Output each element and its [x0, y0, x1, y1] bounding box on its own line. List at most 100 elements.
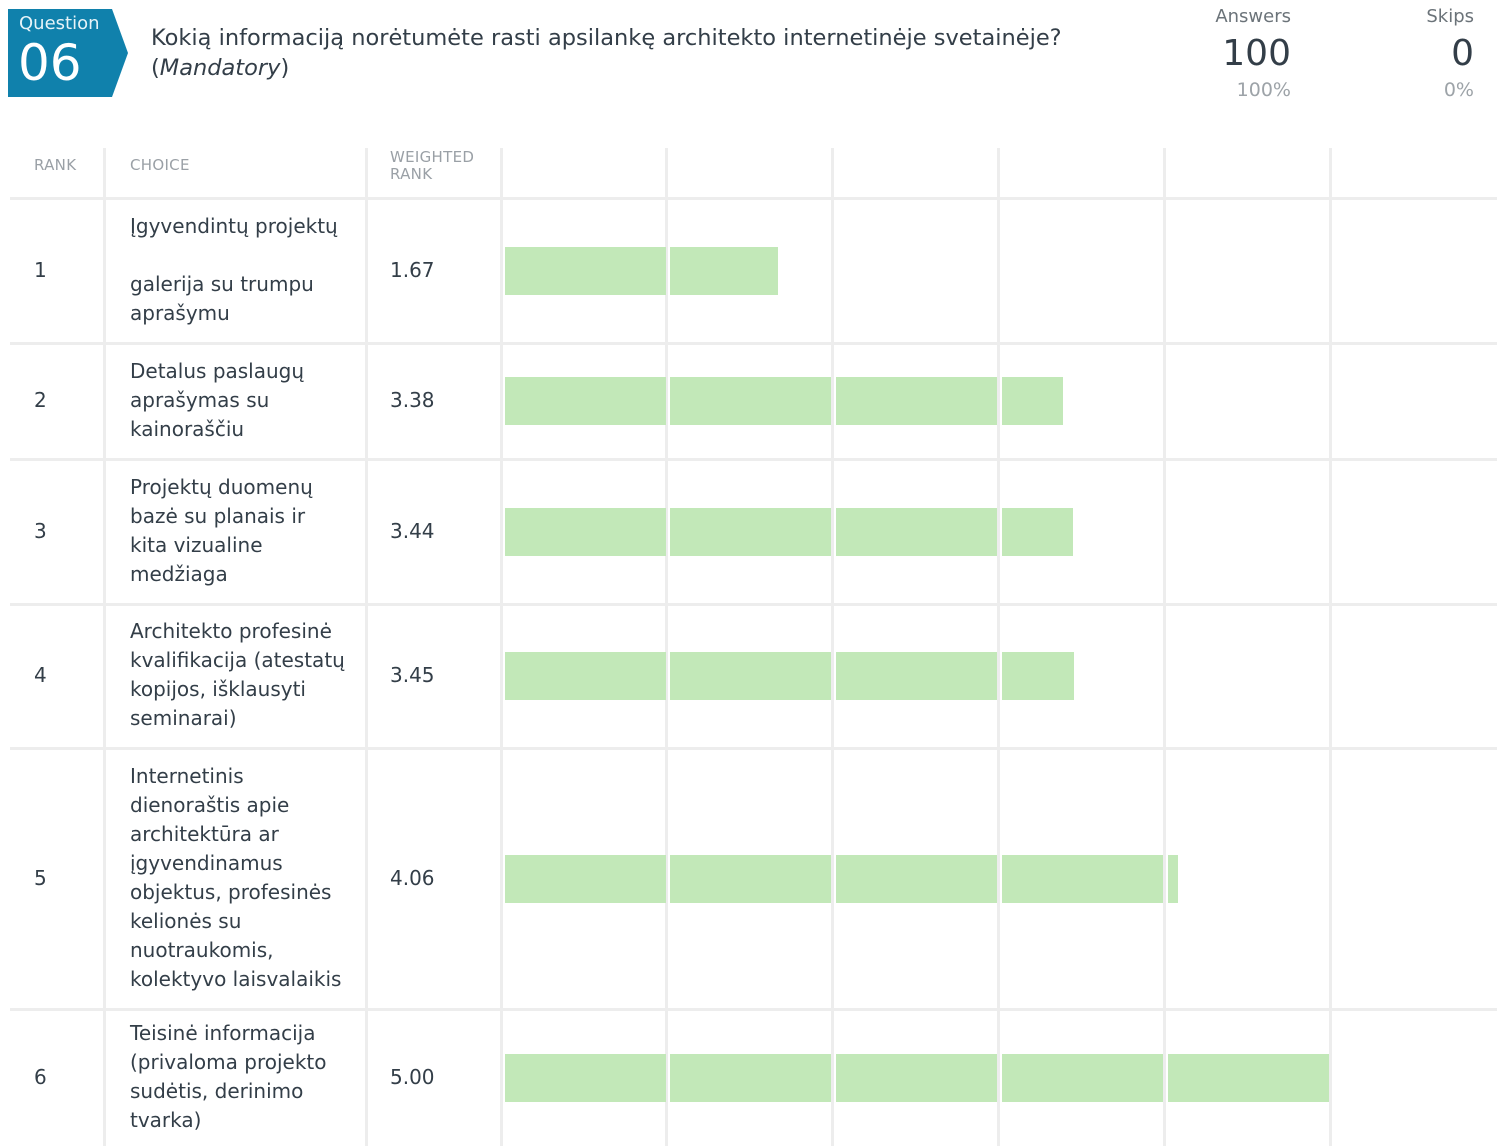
bar-segment: [1002, 652, 1074, 700]
bar-segment: [670, 854, 831, 903]
choice-cell: Architekto profesinė kvalifikacija (atest…: [130, 617, 350, 733]
choice-line: bazė su planais ir: [130, 503, 306, 528]
choice-line: kopijos, išklausyti: [130, 677, 306, 701]
row-divider: [10, 747, 1497, 750]
bar-segment: [505, 854, 666, 903]
rank-cell: 6: [34, 1064, 47, 1089]
choice-line: Projektų duomenų: [130, 474, 313, 499]
grid-vline: [1163, 148, 1166, 1146]
choice-line: objektus, profesinės: [130, 879, 332, 904]
choice-line: įgyvendinamus: [130, 850, 283, 875]
weighted-rank-value: 1.67: [390, 257, 435, 282]
bar-segment: [670, 652, 831, 700]
bar-segment: [1002, 377, 1063, 425]
row-divider: [10, 458, 1497, 461]
choice-line: Teisinė informacija: [130, 1020, 316, 1045]
choice-cell: Projektų duomenų bazė su planais ir kita v…: [130, 473, 350, 589]
weighted-rank-value: 3.45: [390, 663, 435, 687]
row-divider: [10, 197, 1497, 200]
weighted-rank-value: 3.38: [390, 388, 435, 412]
choice-cell: Detalus paslaugų aprašymas su kainoraščiu: [130, 357, 350, 444]
bar-segment: [1002, 1053, 1163, 1102]
question-title: Kokią informaciją norėtumėte rasti apsil…: [151, 25, 1062, 81]
bar-segment: [670, 507, 831, 556]
row-divider: [10, 342, 1497, 345]
rank-cell: 4: [34, 663, 47, 687]
choice-line: kolektyvo laisvalaikis: [130, 966, 342, 991]
answers-value: 100: [1222, 33, 1291, 74]
bar-segment: [836, 377, 997, 425]
bar-segment: [836, 507, 997, 556]
header-weighted-rank: WEIGHTED RANK: [390, 149, 474, 183]
choice-line: Įgyvendintų projektų: [130, 213, 338, 238]
choice-line: dienoraštis apie: [130, 792, 290, 817]
grid-vline: [103, 148, 106, 1146]
choice-cell: Teisinė informacija (privaloma projekto su…: [130, 1019, 350, 1135]
grid-vline: [1329, 148, 1332, 1146]
skips-value: 0: [1451, 33, 1474, 74]
bar-segment: [505, 246, 666, 295]
choice-line: nuotraukomis,: [130, 937, 274, 962]
bar-segment: [1002, 854, 1163, 903]
bar-segment: [670, 377, 831, 425]
grid-vline: [831, 148, 834, 1146]
question-badge-label: Question: [19, 13, 100, 34]
bar-segment: [836, 854, 997, 903]
choice-line: medžiaga: [130, 561, 228, 586]
bar-segment: [505, 377, 666, 425]
choice-line: kainoraščiu: [130, 416, 245, 441]
answers-stat: Answers 100 100%: [1215, 6, 1291, 102]
row-divider: [10, 603, 1497, 606]
grid-vline: [500, 148, 503, 1146]
header-choice: CHOICE: [130, 156, 190, 174]
row-divider: [10, 1008, 1497, 1011]
choice-line: kelionės su: [130, 908, 242, 933]
bar-segment: [505, 507, 666, 556]
choice-line: sudėtis, derinimo: [130, 1078, 304, 1103]
header-rank: RANK: [34, 156, 77, 174]
question-badge: Question 06: [8, 9, 128, 97]
bar-segment: [836, 652, 997, 700]
grid-vline: [665, 148, 668, 1146]
choice-line: Detalus paslaugų: [130, 358, 305, 383]
choice-line: [130, 241, 350, 270]
rank-cell: 1: [34, 257, 47, 282]
choice-line: aprašymu: [130, 300, 230, 325]
choice-cell: Įgyvendintų projektų galerija su trumpu ap…: [130, 212, 350, 328]
skips-stat: Skips 0 0%: [1426, 6, 1474, 102]
bar-segment: [670, 1053, 831, 1102]
bar-segment: [670, 246, 778, 295]
header-weighted-rank-line1: WEIGHTED: [390, 148, 475, 166]
bar-segment: [1002, 507, 1073, 556]
grid-vline: [365, 148, 368, 1146]
answers-percent: 100%: [1236, 79, 1291, 101]
choice-line: kvalifikacija (atestatų: [130, 648, 345, 672]
question-text: Kokią informaciją norėtumėte rasti apsil…: [151, 25, 1062, 51]
bar-segment: [1168, 854, 1178, 903]
choice-line: Internetinis: [130, 763, 244, 788]
choice-line: (privaloma projekto: [130, 1049, 327, 1074]
choice-line: tvarka): [130, 1107, 202, 1132]
choice-line: architektūra ar: [130, 821, 279, 846]
weighted-rank-value: 3.44: [390, 518, 435, 543]
choice-line: Architekto profesinė: [130, 619, 332, 643]
mandatory-label: Mandatory: [159, 55, 281, 81]
answers-label: Answers: [1215, 6, 1291, 27]
skips-percent: 0%: [1443, 79, 1474, 101]
choice-line: aprašymas su: [130, 387, 270, 412]
weighted-rank-value: 4.06: [390, 865, 435, 890]
grid-vline: [997, 148, 1000, 1146]
question-number: 06: [18, 34, 82, 92]
bar-segment: [1168, 1053, 1329, 1102]
rank-cell: 3: [34, 518, 47, 543]
bar-segment: [505, 652, 666, 700]
bar-segment: [836, 1053, 997, 1102]
rank-cell: 2: [34, 388, 47, 412]
bar-segment: [505, 1053, 666, 1102]
choice-cell: Internetinis dienoraštis apie architektūra…: [130, 762, 350, 994]
rank-cell: 5: [34, 865, 47, 890]
choice-line: galerija su trumpu: [130, 271, 314, 296]
weighted-rank-value: 5.00: [390, 1064, 435, 1089]
skips-label: Skips: [1426, 6, 1474, 27]
header-weighted-rank-line2: RANK: [390, 165, 433, 183]
